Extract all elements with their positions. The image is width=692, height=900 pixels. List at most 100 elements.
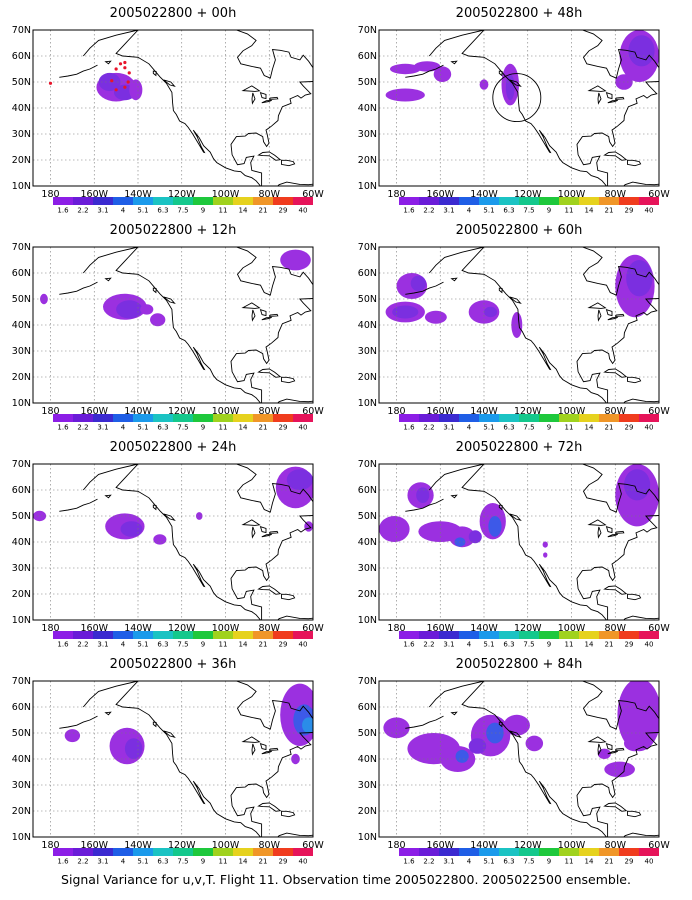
colorbar-label: 6.3	[157, 207, 168, 215]
colorbar-label: 5.1	[483, 641, 494, 649]
colorbar-label: 21	[259, 424, 268, 432]
variance-blob	[291, 753, 300, 765]
colorbar-swatch	[193, 631, 213, 639]
y-tick-label: 10N	[358, 615, 377, 626]
colorbar-label: 5.1	[483, 207, 494, 215]
x-tick-label: 60W	[302, 840, 324, 851]
colorbar-swatch	[133, 631, 153, 639]
colorbar-label: 4	[121, 207, 126, 215]
colorbar-label: 21	[605, 641, 614, 649]
panel-title: 2005022800 + 60h	[455, 223, 583, 238]
variance-blob	[302, 717, 313, 733]
y-tick-label: 20N	[358, 155, 377, 166]
colorbar-swatch	[213, 848, 233, 856]
x-tick-label: 180	[41, 406, 59, 417]
y-tick-label: 50N	[12, 294, 31, 305]
colorbar-label: 11	[565, 424, 574, 432]
map-frame	[378, 29, 660, 187]
y-tick-label: 50N	[12, 77, 31, 88]
coastline	[587, 85, 607, 92]
colorbar-label: 1.6	[403, 858, 415, 866]
coastline	[152, 70, 157, 77]
variance-blob	[525, 735, 544, 752]
colorbar-swatch	[253, 197, 273, 205]
map-svg: 180 160W 140W 120W 100W 80W 60W 10N 20N 30N 40N 50N…	[358, 459, 671, 649]
colorbar-swatch	[153, 848, 173, 856]
coastline	[450, 711, 458, 716]
colorbar-label: 5.1	[137, 858, 148, 866]
coastline	[450, 494, 458, 499]
colorbar-swatch	[399, 197, 419, 205]
coastline	[627, 810, 642, 818]
coastline	[230, 298, 313, 403]
colorbar-label: 2.2	[77, 858, 88, 866]
colorbar-swatch	[273, 631, 293, 639]
colorbar-swatch	[173, 848, 193, 856]
coastline	[241, 519, 261, 526]
figure-caption: Signal Variance for u,v,T. Flight 11. Ob…	[61, 872, 631, 887]
x-tick-label: 60W	[648, 406, 670, 417]
variance-blob	[488, 516, 502, 537]
colorbar-label: 14	[239, 641, 248, 649]
colorbar-swatch	[639, 848, 659, 856]
colorbar-label: 21	[259, 207, 268, 215]
variance-blob	[455, 749, 469, 763]
coastline	[251, 743, 256, 756]
x-tick-label: 100W	[212, 840, 240, 851]
coastline	[605, 743, 613, 751]
y-tick-label: 20N	[358, 806, 377, 817]
y-tick-label: 50N	[358, 294, 377, 305]
x-tick-label: 80W	[259, 840, 281, 851]
x-tick-label: 60W	[302, 406, 324, 417]
colorbar-swatch	[253, 848, 273, 856]
colorbar-label: 4	[121, 858, 126, 866]
variance-blob	[389, 63, 421, 75]
coastline	[236, 681, 313, 730]
colorbar-swatch	[419, 848, 439, 856]
x-tick-label: 80W	[259, 623, 281, 634]
x-tick-label: 60W	[302, 623, 324, 634]
colorbar-swatch	[519, 197, 539, 205]
x-tick-label: 120W	[168, 406, 196, 417]
variance-blob	[280, 249, 311, 271]
colorbar-label: 29	[279, 424, 288, 432]
colorbar-swatch	[273, 414, 293, 422]
colorbar-label: 5.1	[137, 641, 148, 649]
coastline	[230, 81, 313, 186]
x-tick-label: 100W	[212, 406, 240, 417]
colorbar-swatch	[399, 414, 419, 422]
colorbar-label: 11	[219, 858, 228, 866]
colorbar-label: 7.5	[177, 858, 188, 866]
coastline	[82, 30, 261, 186]
colorbar-label: 9	[547, 424, 551, 432]
colorbar-swatch	[399, 848, 419, 856]
colorbar-swatch	[459, 631, 479, 639]
coastline	[582, 30, 659, 79]
colorbar-swatch	[579, 414, 599, 422]
y-tick-label: 40N	[12, 754, 31, 765]
map-panel: 2005022800 + 00h 180 160W 140W 120W 100W 80W 60…	[0, 0, 346, 217]
colorbar-swatch	[53, 631, 73, 639]
colorbar-label: 9	[547, 207, 551, 215]
colorbar-swatch	[479, 197, 499, 205]
colorbar-label: 3.1	[443, 424, 454, 432]
panel-title: 2005022800 + 36h	[109, 657, 237, 672]
colorbar-label: 2.2	[423, 207, 434, 215]
coastline	[615, 313, 625, 317]
coastline	[59, 498, 98, 512]
y-tick-label: 10N	[12, 398, 31, 409]
map-frame	[32, 29, 314, 187]
colorbar-swatch	[499, 414, 519, 422]
x-tick-label: 60W	[302, 189, 324, 200]
x-tick-label: 180	[41, 189, 59, 200]
colorbar-swatch	[539, 631, 559, 639]
observation-marker	[110, 79, 114, 83]
map-panel: 2005022800 + 60h 180 160W 140W 120W 100W 80W 60…	[346, 217, 692, 434]
coastline	[627, 159, 642, 167]
colorbar-label: 6.3	[503, 641, 514, 649]
x-tick-label: 160W	[80, 406, 108, 417]
y-tick-label: 10N	[358, 832, 377, 843]
colorbar-swatch	[599, 414, 619, 422]
coastline	[498, 287, 503, 294]
coastline	[59, 64, 98, 78]
